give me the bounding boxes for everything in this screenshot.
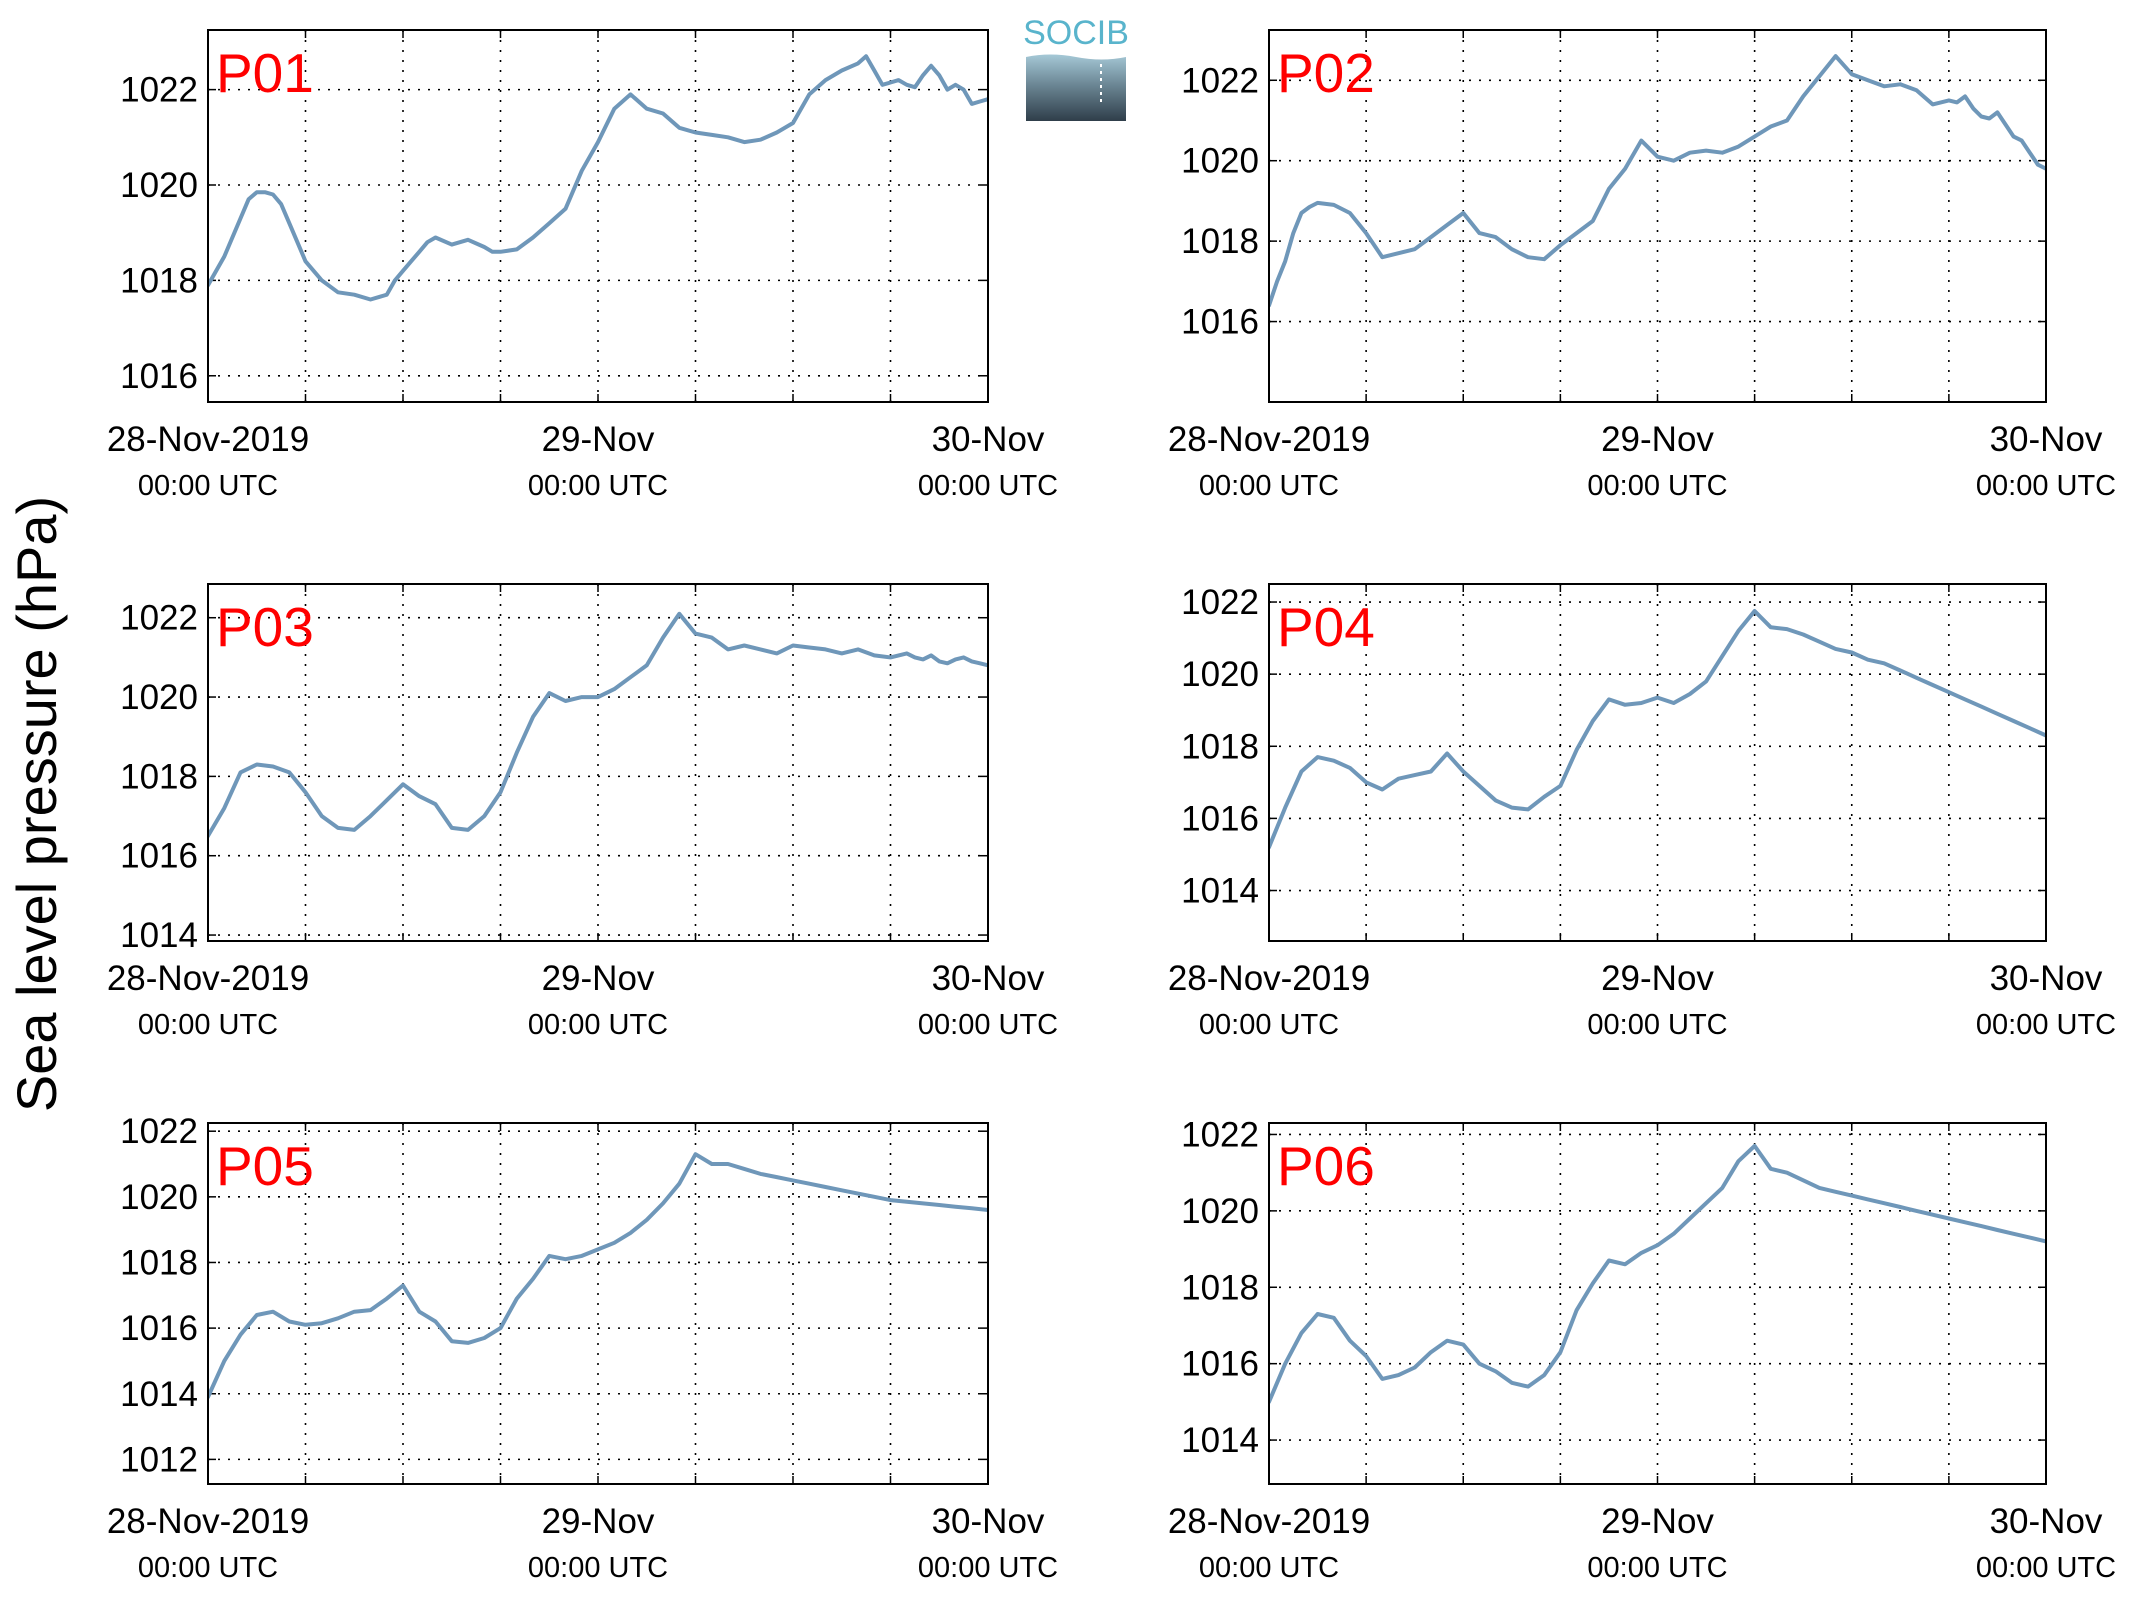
y-tick-label: 1016: [120, 1309, 198, 1348]
x-tick-sublabel: 00:00 UTC: [528, 470, 668, 502]
y-tick-label: 1020: [120, 166, 198, 205]
x-tick-sublabel: 00:00 UTC: [528, 1009, 668, 1041]
x-tick-label: 29-Nov: [1601, 1502, 1714, 1541]
panel-label: P02: [1277, 42, 1375, 104]
y-tick-label: 1014: [120, 1375, 198, 1414]
panel-p06: 1014 1016 1018 1020 1022 28-Nov-2019 00:00 UTC…: [1168, 1115, 2116, 1584]
series-line-p05: [208, 1152, 988, 1401]
panel-p01: 1016 1018 1020 1022 28-Nov-2019 00:00 UTC 29-N…: [107, 29, 1058, 502]
x-tick-sublabel: 00:00 UTC: [1587, 470, 1727, 502]
x-tick-label: 29-Nov: [542, 959, 655, 998]
y-tick-label: 1018: [1181, 727, 1259, 766]
y-tick-label: 1022: [1181, 61, 1259, 100]
panel-label: P06: [1277, 1135, 1375, 1197]
logo-wave-icon: [1026, 54, 1126, 121]
axes-frame: [207, 583, 989, 942]
y-tick-label: 1016: [120, 357, 198, 396]
y-tick-label: 1018: [120, 261, 198, 300]
panel-p02: 1016 1018 1020 1022 28-Nov-2019 00:00 UTC 29-N…: [1168, 29, 2116, 502]
axes-frame: [207, 1122, 989, 1485]
x-tick-sublabel: 00:00 UTC: [1976, 470, 2116, 502]
y-tick-label: 1022: [120, 599, 198, 638]
axes-frame: [207, 29, 989, 403]
y-tick-label: 1018: [120, 1243, 198, 1282]
y-tick-label: 1018: [120, 757, 198, 796]
socib-logo: SOCIB: [1023, 14, 1129, 121]
chart-panels: 1016 1018 1020 1022 28-Nov-2019 00:00 UTC 29-N…: [107, 29, 2116, 1584]
x-tick-label: 28-Nov-2019: [107, 420, 309, 459]
y-tick-label: 1020: [1181, 655, 1259, 694]
series-line-p02: [1269, 54, 2046, 308]
x-tick-sublabel: 00:00 UTC: [1976, 1552, 2116, 1584]
axes-frame: [1268, 1122, 2047, 1485]
series-line-p01: [208, 54, 988, 302]
x-tick-label: 29-Nov: [542, 420, 655, 459]
x-tick-label: 28-Nov-2019: [1168, 959, 1370, 998]
y-tick-label: 1016: [1181, 303, 1259, 342]
x-tick-label: 29-Nov: [1601, 420, 1714, 459]
y-tick-label: 1016: [120, 837, 198, 876]
x-tick-label: 29-Nov: [1601, 959, 1714, 998]
axes-frame: [1268, 583, 2047, 942]
series-line-p04: [1269, 609, 2046, 851]
x-tick-label: 30-Nov: [932, 420, 1045, 459]
x-tick-label: 30-Nov: [1990, 959, 2103, 998]
x-tick-sublabel: 00:00 UTC: [918, 1009, 1058, 1041]
x-tick-sublabel: 00:00 UTC: [138, 1552, 278, 1584]
panel-label: P01: [216, 42, 314, 104]
axes-frame: [1268, 29, 2047, 403]
x-tick-sublabel: 00:00 UTC: [1587, 1552, 1727, 1584]
x-tick-label: 29-Nov: [542, 1502, 655, 1541]
panel-p04: 1014 1016 1018 1020 1022 28-Nov-2019 00:00 UTC…: [1168, 583, 2116, 1041]
x-tick-sublabel: 00:00 UTC: [1199, 1009, 1339, 1041]
x-tick-label: 28-Nov-2019: [107, 959, 309, 998]
panel-label: P05: [216, 1135, 314, 1197]
panel-p05: 1012 1014 1016 1018 1020 1022 28-Nov-2019 00:00…: [107, 1112, 1058, 1584]
series-line-p03: [208, 611, 988, 840]
x-tick-sublabel: 00:00 UTC: [1199, 470, 1339, 502]
x-tick-sublabel: 00:00 UTC: [1199, 1552, 1339, 1584]
y-tick-label: 1014: [1181, 1421, 1259, 1460]
y-tick-label: 1022: [1181, 583, 1259, 622]
x-tick-label: 28-Nov-2019: [107, 1502, 309, 1541]
y-tick-label: 1012: [120, 1440, 198, 1479]
panel-label: P03: [216, 596, 314, 658]
x-tick-sublabel: 00:00 UTC: [1976, 1009, 2116, 1041]
series-line-p06: [1269, 1143, 2046, 1405]
panel-p03: 1014 1016 1018 1020 1022 28-Nov-2019 00:00 UTC…: [107, 583, 1058, 1041]
y-tick-label: 1016: [1181, 799, 1259, 838]
x-tick-sublabel: 00:00 UTC: [1587, 1009, 1727, 1041]
y-tick-label: 1022: [120, 1112, 198, 1151]
x-tick-label: 28-Nov-2019: [1168, 1502, 1370, 1541]
x-tick-sublabel: 00:00 UTC: [528, 1552, 668, 1584]
x-tick-sublabel: 00:00 UTC: [918, 470, 1058, 502]
y-tick-label: 1014: [120, 916, 198, 955]
panel-label: P04: [1277, 596, 1375, 658]
y-tick-label: 1014: [1181, 872, 1259, 911]
y-tick-label: 1020: [1181, 1192, 1259, 1231]
y-tick-label: 1016: [1181, 1345, 1259, 1384]
y-tick-label: 1020: [120, 1178, 198, 1217]
x-tick-sublabel: 00:00 UTC: [918, 1552, 1058, 1584]
x-tick-label: 30-Nov: [1990, 420, 2103, 459]
logo-text: SOCIB: [1023, 14, 1129, 52]
y-tick-label: 1018: [1181, 222, 1259, 261]
y-tick-label: 1018: [1181, 1268, 1259, 1307]
x-tick-sublabel: 00:00 UTC: [138, 470, 278, 502]
y-tick-label: 1020: [120, 678, 198, 717]
x-tick-label: 30-Nov: [932, 959, 1045, 998]
y-tick-label: 1020: [1181, 142, 1259, 181]
y-axis-label: Sea level pressure (hPa): [5, 496, 68, 1112]
x-tick-label: 28-Nov-2019: [1168, 420, 1370, 459]
x-tick-label: 30-Nov: [932, 1502, 1045, 1541]
x-tick-label: 30-Nov: [1990, 1502, 2103, 1541]
y-tick-label: 1022: [120, 71, 198, 110]
x-tick-sublabel: 00:00 UTC: [138, 1009, 278, 1041]
y-tick-label: 1022: [1181, 1115, 1259, 1154]
